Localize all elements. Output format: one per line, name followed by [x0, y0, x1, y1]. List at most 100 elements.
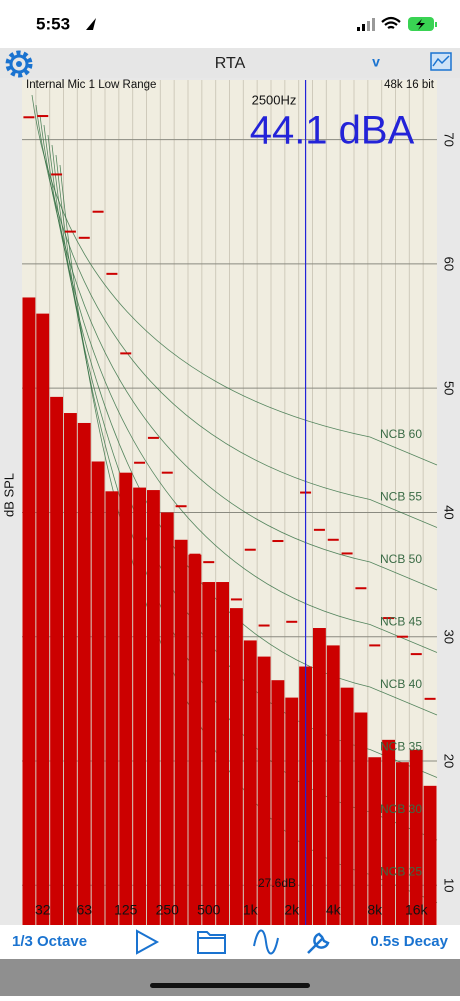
- ncb-label: NCB 30: [380, 802, 422, 816]
- bar: [216, 582, 229, 925]
- x-tick-label: 16k: [405, 902, 429, 918]
- peak-marker: [369, 644, 381, 647]
- wifi-icon: [381, 16, 401, 29]
- nav-bar: [0, 48, 460, 78]
- peak-marker: [92, 210, 104, 213]
- peak-marker: [313, 528, 325, 531]
- y-tick-label: 40: [442, 505, 457, 519]
- peak-marker: [134, 461, 146, 464]
- toolbar: [0, 925, 460, 959]
- peak-marker: [78, 236, 90, 239]
- input-label: Internal Mic 1 Low Range: [26, 79, 156, 91]
- bar: [119, 472, 133, 925]
- resolution-button[interactable]: 1/3 Octave: [12, 933, 87, 950]
- bar: [257, 656, 271, 925]
- bar: [326, 645, 340, 925]
- bar: [174, 539, 188, 925]
- x-tick-label: 2k: [284, 902, 300, 918]
- bar: [64, 413, 77, 925]
- x-tick-label: 4k: [326, 902, 342, 918]
- bar: [243, 640, 257, 925]
- x-tick-label: 32: [35, 902, 51, 918]
- peak-marker: [355, 587, 367, 590]
- cursor-level: 44.1 dBA: [250, 109, 415, 153]
- play-button[interactable]: [136, 929, 160, 955]
- bar: [382, 739, 395, 925]
- bar: [423, 785, 437, 925]
- peak-marker: [203, 561, 215, 564]
- bar: [368, 757, 382, 925]
- bar: [50, 396, 63, 925]
- peak-marker: [217, 592, 229, 595]
- peak-marker: [175, 505, 187, 508]
- bottom-bar: [0, 959, 460, 996]
- peak-marker: [383, 617, 395, 620]
- peak-marker: [37, 115, 49, 118]
- peak-marker: [327, 538, 339, 541]
- x-tick-label: 63: [76, 902, 92, 918]
- peak-marker: [244, 548, 256, 551]
- settings-button[interactable]: [5, 50, 33, 78]
- generator-button[interactable]: [253, 929, 279, 955]
- ncb-label: NCB 60: [380, 427, 422, 441]
- status-bar: [0, 0, 460, 48]
- folder-button[interactable]: [197, 931, 226, 954]
- cursor-frequency: 2500Hz: [252, 92, 297, 107]
- peak-marker: [64, 230, 76, 233]
- bar: [133, 487, 146, 925]
- peak-marker: [272, 540, 284, 543]
- bar: [396, 762, 409, 925]
- peak-marker: [120, 352, 132, 355]
- x-tick-label: 8k: [367, 902, 383, 918]
- peak-marker: [147, 436, 159, 439]
- y-tick-label: 30: [442, 629, 457, 643]
- bar: [409, 749, 423, 925]
- ncb-label: NCB 35: [380, 740, 422, 754]
- bar: [22, 297, 36, 925]
- signal-icon: [357, 18, 375, 31]
- bar: [105, 491, 119, 925]
- peak-marker: [106, 272, 118, 275]
- bar: [160, 512, 174, 925]
- location-icon: [86, 18, 96, 30]
- bar: [147, 490, 160, 925]
- tools-button[interactable]: [307, 932, 330, 954]
- y-tick-label: 50: [442, 381, 457, 395]
- bar: [340, 687, 354, 925]
- bar: [230, 608, 243, 925]
- ncb-label: NCB 40: [380, 677, 422, 691]
- ncb-label: NCB 50: [380, 552, 422, 566]
- y-axis-label: dB SPL: [1, 473, 16, 517]
- ncb-label: NCB 25: [380, 865, 422, 879]
- cursor-band-level: 27.6dB: [258, 876, 296, 890]
- graph-button[interactable]: [430, 52, 452, 71]
- x-tick-label: 1k: [243, 902, 259, 918]
- peak-marker: [286, 620, 298, 623]
- decay-button[interactable]: 0.5s Decay: [370, 933, 448, 950]
- bar: [271, 680, 285, 925]
- peak-marker: [410, 653, 422, 656]
- bar: [202, 582, 216, 925]
- x-tick-label: 125: [114, 902, 138, 918]
- x-tick-label: 500: [197, 902, 221, 918]
- ncb-label: NCB 45: [380, 615, 422, 629]
- home-indicator: [150, 983, 310, 988]
- y-tick-label: 60: [442, 257, 457, 271]
- bar: [77, 422, 91, 925]
- menu-toggle[interactable]: v: [372, 54, 380, 70]
- nav-title: RTA: [215, 55, 246, 72]
- peak-marker: [341, 552, 353, 555]
- peak-marker: [424, 697, 436, 700]
- y-tick-label: 70: [442, 132, 457, 146]
- format-label: 48k 16 bit: [384, 79, 435, 91]
- bar: [354, 712, 368, 925]
- peak-marker: [51, 173, 63, 176]
- peak-marker: [161, 471, 173, 474]
- peak-marker: [189, 553, 201, 556]
- peak-marker: [396, 635, 408, 638]
- bar: [313, 628, 326, 925]
- bar: [91, 461, 105, 925]
- peak-marker: [230, 598, 242, 601]
- battery-icon: [408, 17, 437, 31]
